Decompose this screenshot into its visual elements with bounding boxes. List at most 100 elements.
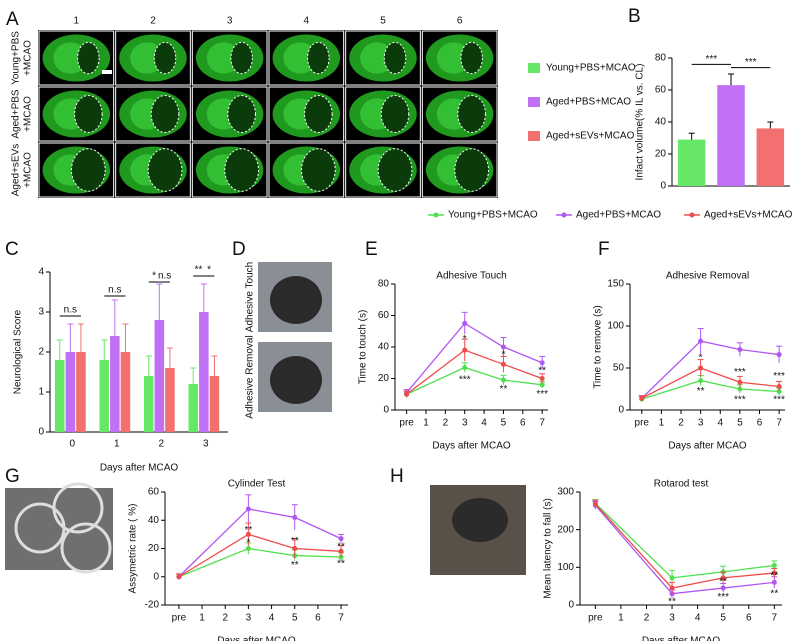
x-tick-label: 4 xyxy=(695,613,701,624)
y-tick-label: 60 xyxy=(148,487,160,498)
legend-marker xyxy=(561,212,567,218)
x-tick-label: 2 xyxy=(644,613,650,624)
legend-swatch xyxy=(528,131,540,141)
x-tick-label: 1 xyxy=(199,613,205,624)
panel-label: G xyxy=(5,466,20,487)
x-tick-label: 7 xyxy=(772,613,778,624)
y-tick-label: 300 xyxy=(557,487,574,498)
y-tick-label: 20 xyxy=(148,543,160,554)
x-tick-label: 2 xyxy=(443,418,449,429)
line xyxy=(178,508,342,578)
point xyxy=(500,361,506,367)
column-label: 3 xyxy=(227,16,233,27)
legend-label: Young+PBS+MCAO xyxy=(546,63,636,74)
x-tick-label: 3 xyxy=(203,439,209,450)
panel-label: H xyxy=(390,466,404,487)
annotation: ** xyxy=(719,576,727,587)
y-tick-label: 0 xyxy=(660,181,666,192)
line xyxy=(406,349,543,395)
bar xyxy=(54,360,65,432)
point xyxy=(720,585,726,591)
bar xyxy=(209,376,220,432)
infarct xyxy=(307,41,330,75)
y-tick-label: 40 xyxy=(148,515,160,526)
point xyxy=(669,575,675,581)
chart-title: Adhesive Touch xyxy=(436,271,506,282)
y-tick-label: 0 xyxy=(568,600,574,611)
point xyxy=(776,383,782,389)
legend-label: Aged+sEVs+MCAO xyxy=(546,131,635,142)
annotation: n.s xyxy=(108,285,121,296)
legend-swatch xyxy=(528,97,540,107)
x-tick-label: 1 xyxy=(659,418,665,429)
point xyxy=(539,382,545,388)
panel-label: A xyxy=(6,9,19,30)
x-tick-label: 3 xyxy=(246,613,252,624)
photo-label: Adhesive Removal xyxy=(245,335,256,418)
x-tick-label: 4 xyxy=(269,613,275,624)
mouse xyxy=(452,498,508,542)
annotation: * xyxy=(502,350,506,361)
row-label: +MCAO xyxy=(23,96,34,132)
chart-title: Cylinder Test xyxy=(228,479,286,490)
infarct xyxy=(147,148,183,192)
annotation: *** xyxy=(773,371,785,382)
cylinder xyxy=(60,522,112,574)
mouse xyxy=(270,356,322,404)
x-tick-label: 4 xyxy=(481,418,487,429)
annotation: * xyxy=(246,537,250,548)
y-tick-label: 40 xyxy=(378,342,390,353)
photo xyxy=(5,488,113,570)
x-tick-label: 2 xyxy=(222,613,228,624)
y-tick-label: 0 xyxy=(38,427,44,438)
annotation: ** xyxy=(668,597,676,608)
annotation: *** xyxy=(734,367,746,378)
point xyxy=(404,391,410,397)
annotation: * xyxy=(463,334,467,345)
point xyxy=(737,379,743,385)
y-axis-label: Time to remove (s) xyxy=(593,305,604,389)
bar xyxy=(756,128,785,186)
point xyxy=(592,501,598,507)
y-tick-label: 40 xyxy=(655,117,667,128)
x-tick-label: 1 xyxy=(423,418,429,429)
bar xyxy=(65,352,76,432)
point xyxy=(500,344,506,350)
legend-marker xyxy=(433,212,439,218)
x-tick-label: 1 xyxy=(618,613,624,624)
point xyxy=(720,575,726,581)
bar xyxy=(120,352,131,432)
line xyxy=(641,367,780,399)
bar xyxy=(154,320,165,432)
point xyxy=(698,378,704,384)
y-tick-label: 20 xyxy=(378,373,390,384)
x-tick-label: 6 xyxy=(315,613,321,624)
bar xyxy=(165,368,175,432)
row-label: Aged+PBS xyxy=(11,89,22,139)
y-tick-label: 80 xyxy=(378,279,390,290)
x-axis-label: Days after MCAO xyxy=(100,463,179,474)
x-tick-label: 5 xyxy=(720,613,726,624)
y-tick-label: 1 xyxy=(38,387,44,398)
annotation: ** xyxy=(337,559,345,570)
annotation: *** xyxy=(745,57,757,68)
legend-marker xyxy=(689,212,695,218)
legend-swatch xyxy=(528,63,540,73)
infarct xyxy=(454,148,490,192)
line xyxy=(641,379,780,400)
line xyxy=(594,502,775,579)
mouse xyxy=(270,276,322,324)
y-tick-label: 20 xyxy=(655,149,667,160)
y-axis-label: Infact volume(% IL vs. CL) xyxy=(635,64,646,181)
point xyxy=(500,377,506,383)
point xyxy=(698,338,704,344)
column-label: 2 xyxy=(150,16,156,27)
x-tick-label: pre xyxy=(635,418,650,429)
bar xyxy=(199,312,209,432)
infarct xyxy=(377,148,413,192)
line xyxy=(406,366,543,395)
panel-label: E xyxy=(365,239,378,260)
y-tick-label: 100 xyxy=(557,562,574,573)
column-label: 5 xyxy=(380,16,386,27)
